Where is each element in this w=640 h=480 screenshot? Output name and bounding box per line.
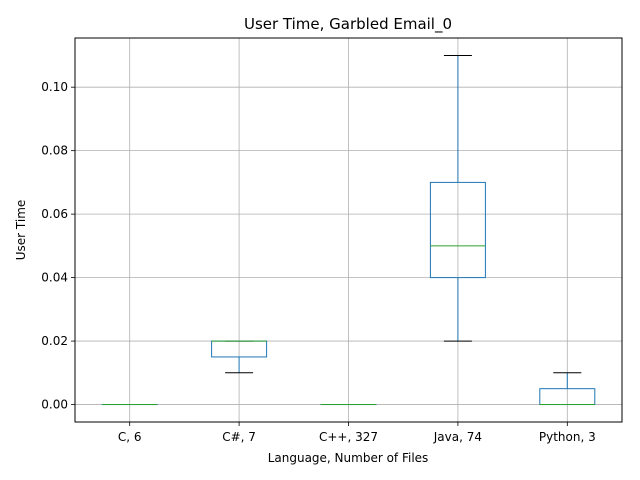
y-tick-label: 0.10	[41, 80, 68, 94]
y-tick-label: 0.02	[41, 334, 68, 348]
box-java-74	[429, 54, 486, 342]
x-axis-label: Language, Number of Files	[268, 451, 429, 465]
y-axis-label: User Time	[14, 200, 28, 261]
axis-ticks: 0.00 0.02 0.04 0.06 0.08 0.10 C, 6 C#, 7 C++, 32…	[41, 80, 595, 444]
y-tick-label: 0.08	[41, 144, 68, 158]
x-tick-label: Java, 74	[433, 430, 482, 444]
x-tick-label: C++, 327	[319, 430, 378, 444]
box-python-3	[539, 372, 596, 406]
x-tick-label: C, 6	[118, 430, 142, 444]
grid-lines	[75, 38, 622, 422]
y-tick-label: 0.04	[41, 271, 68, 285]
y-tick-label: 0.00	[41, 398, 68, 412]
x-tick-label: Python, 3	[539, 430, 596, 444]
y-tick-label: 0.06	[41, 207, 68, 221]
boxes	[101, 54, 596, 406]
iqr-box	[429, 181, 486, 279]
x-tick-label: C#, 7	[222, 430, 256, 444]
box-c#-7	[211, 340, 268, 374]
chart-title: User Time, Garbled Email_0	[244, 15, 452, 34]
